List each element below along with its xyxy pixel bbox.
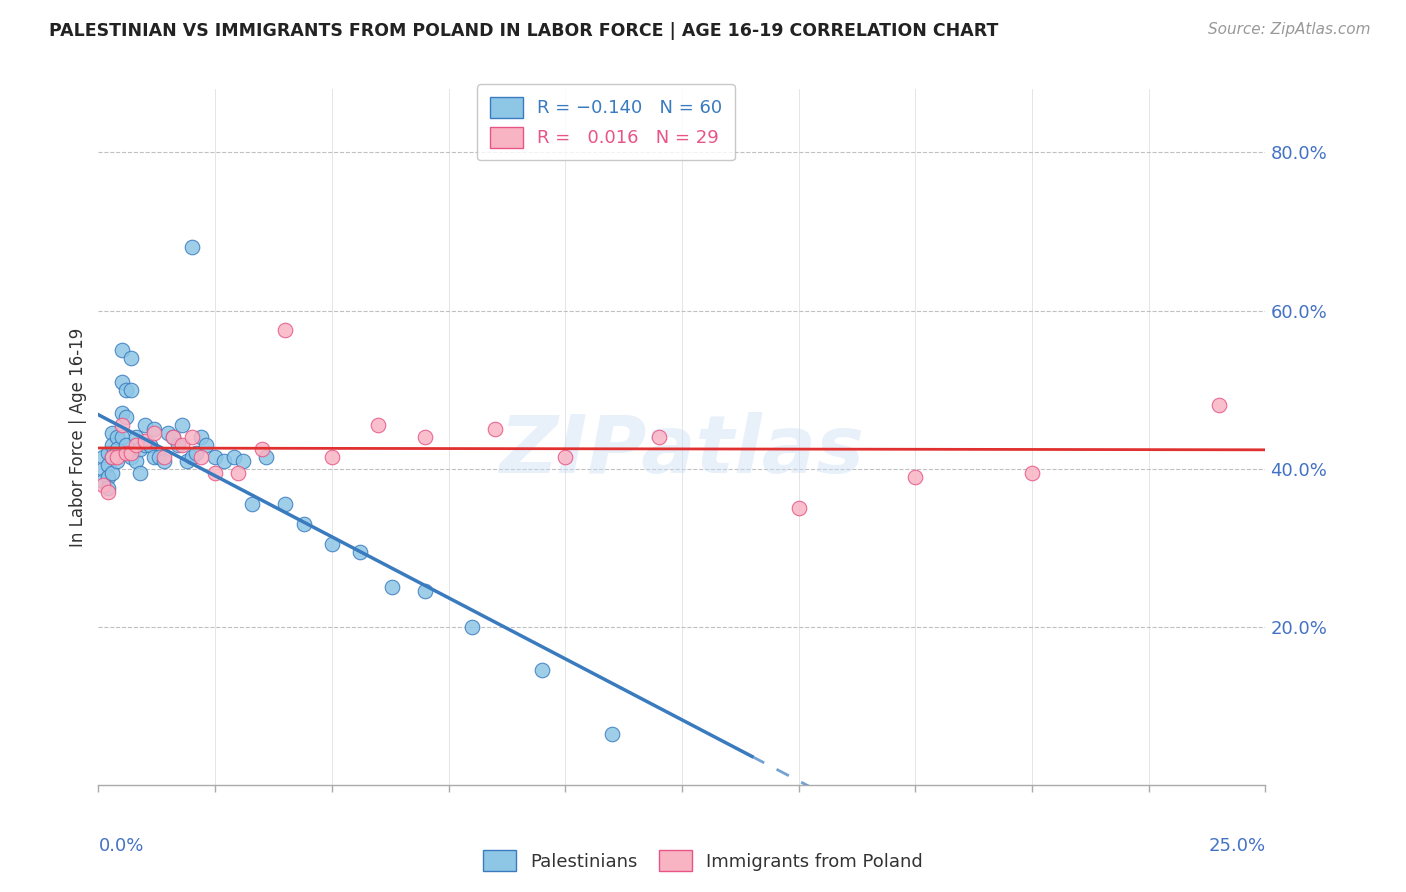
Point: [101, 466, 124, 480]
Point: [204, 450, 226, 464]
Point: [530, 663, 553, 677]
Legend: R = −0.140   N = 60, R =   0.016   N = 29: R = −0.140 N = 60, R = 0.016 N = 29: [478, 85, 735, 161]
Point: [242, 497, 264, 511]
Point: [105, 442, 128, 456]
Point: [115, 438, 138, 452]
Point: [101, 426, 124, 441]
Point: [97, 485, 120, 500]
Point: [204, 466, 226, 480]
Point: [129, 466, 152, 480]
Text: 0.0%: 0.0%: [98, 837, 143, 855]
Point: [115, 446, 138, 460]
Point: [413, 430, 436, 444]
Point: [111, 418, 134, 433]
Point: [148, 450, 170, 464]
Point: [484, 422, 506, 436]
Point: [228, 466, 250, 480]
Point: [413, 584, 436, 599]
Point: [143, 450, 166, 464]
Point: [139, 438, 162, 452]
Point: [125, 454, 148, 468]
Point: [381, 580, 404, 594]
Point: [115, 410, 138, 425]
Point: [186, 446, 208, 460]
Point: [157, 426, 180, 441]
Point: [162, 430, 184, 444]
Point: [222, 450, 245, 464]
Point: [190, 450, 212, 464]
Point: [1021, 466, 1043, 480]
Point: [111, 406, 134, 420]
Point: [101, 450, 124, 464]
Point: [367, 418, 389, 433]
Point: [134, 418, 156, 433]
Text: 25.0%: 25.0%: [1208, 837, 1265, 855]
Point: [111, 343, 134, 357]
Point: [120, 450, 142, 464]
Point: [274, 497, 297, 511]
Point: [129, 442, 152, 456]
Point: [180, 450, 202, 464]
Point: [162, 430, 184, 444]
Point: [97, 469, 120, 483]
Point: [134, 434, 156, 448]
Point: [194, 438, 217, 452]
Point: [256, 450, 278, 464]
Point: [600, 726, 623, 740]
Point: [91, 474, 114, 488]
Point: [120, 383, 142, 397]
Point: [180, 430, 202, 444]
Point: [647, 430, 669, 444]
Point: [111, 430, 134, 444]
Y-axis label: In Labor Force | Age 16-19: In Labor Force | Age 16-19: [69, 327, 87, 547]
Text: PALESTINIAN VS IMMIGRANTS FROM POLAND IN LABOR FORCE | AGE 16-19 CORRELATION CHA: PALESTINIAN VS IMMIGRANTS FROM POLAND IN…: [49, 22, 998, 40]
Point: [97, 446, 120, 460]
Point: [120, 351, 142, 365]
Point: [105, 454, 128, 468]
Point: [143, 426, 166, 441]
Point: [120, 446, 142, 460]
Point: [125, 438, 148, 452]
Legend: Palestinians, Immigrants from Poland: Palestinians, Immigrants from Poland: [477, 843, 929, 879]
Point: [172, 438, 194, 452]
Point: [787, 501, 810, 516]
Point: [101, 438, 124, 452]
Point: [111, 375, 134, 389]
Point: [152, 454, 174, 468]
Point: [250, 442, 273, 456]
Point: [214, 454, 236, 468]
Point: [134, 438, 156, 452]
Point: [190, 430, 212, 444]
Point: [321, 537, 343, 551]
Point: [292, 516, 315, 531]
Point: [97, 482, 120, 496]
Point: [176, 454, 198, 468]
Point: [152, 450, 174, 464]
Point: [91, 450, 114, 464]
Point: [125, 430, 148, 444]
Point: [105, 450, 128, 464]
Point: [91, 461, 114, 475]
Point: [904, 469, 927, 483]
Point: [554, 450, 576, 464]
Text: ZIPatlas: ZIPatlas: [499, 412, 865, 490]
Point: [97, 458, 120, 472]
Point: [105, 430, 128, 444]
Point: [461, 620, 484, 634]
Point: [143, 422, 166, 436]
Point: [1208, 399, 1230, 413]
Point: [180, 240, 202, 254]
Point: [172, 418, 194, 433]
Point: [101, 450, 124, 464]
Point: [232, 454, 254, 468]
Point: [166, 438, 188, 452]
Point: [115, 383, 138, 397]
Text: Source: ZipAtlas.com: Source: ZipAtlas.com: [1208, 22, 1371, 37]
Point: [91, 477, 114, 491]
Point: [349, 545, 371, 559]
Point: [321, 450, 343, 464]
Point: [274, 323, 297, 337]
